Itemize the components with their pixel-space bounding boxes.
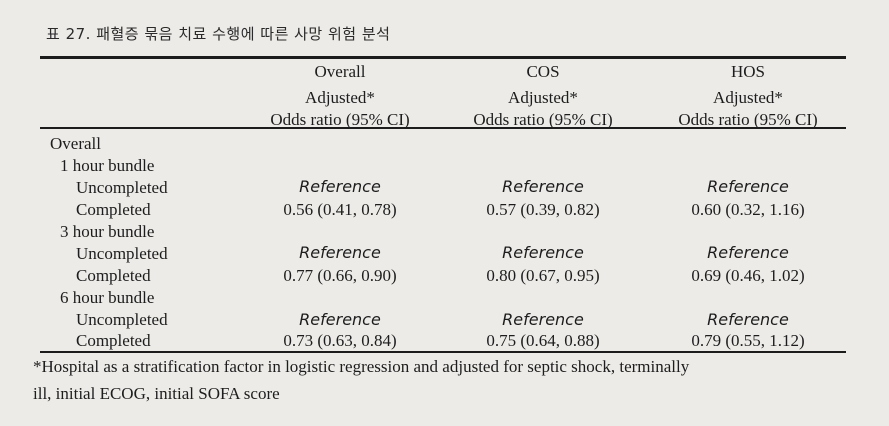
- bottom-rule: [40, 351, 846, 353]
- footnote-line-1: *Hospital as a stratification factor in …: [33, 357, 690, 376]
- cell-3h-uncompleted-overall: Reference: [299, 243, 381, 262]
- row-label-1h-uncompleted: Uncompleted: [76, 178, 168, 197]
- cell-1h-uncompleted-overall: Reference: [299, 177, 381, 196]
- header-cos-or: Odds ratio (95% CI): [473, 110, 613, 129]
- header-overall-or: Odds ratio (95% CI): [270, 110, 410, 129]
- cell-1h-completed-hos: 0.60 (0.32, 1.16): [691, 200, 805, 219]
- header-hos-or: Odds ratio (95% CI): [678, 110, 818, 129]
- header-hos-group: HOS: [730, 62, 765, 81]
- header-cos-adjusted: Adjusted*: [508, 88, 578, 107]
- cell-6h-uncompleted-cos: Reference: [502, 310, 584, 329]
- cell-3h-completed-cos: 0.80 (0.67, 0.95): [486, 266, 600, 285]
- cell-1h-completed-overall: 0.56 (0.41, 0.78): [283, 200, 397, 219]
- cell-3h-uncompleted-cos: Reference: [502, 243, 584, 262]
- cell-1h-uncompleted-cos: Reference: [502, 177, 584, 196]
- cell-1h-uncompleted-hos: Reference: [707, 177, 789, 196]
- top-rule: [40, 56, 846, 59]
- row-label-overall: Overall: [50, 134, 101, 153]
- cell-6h-uncompleted-overall: Reference: [299, 310, 381, 329]
- cell-3h-completed-hos: 0.69 (0.46, 1.02): [691, 266, 805, 285]
- row-label-3h-bundle: 3 hour bundle: [60, 222, 155, 241]
- footnote-line-2: ill, initial ECOG, initial SOFA score: [33, 384, 280, 403]
- row-label-1h-completed: Completed: [76, 200, 151, 219]
- header-overall-group: Overall: [314, 62, 366, 81]
- row-label-6h-bundle: 6 hour bundle: [60, 288, 155, 307]
- row-label-3h-completed: Completed: [76, 266, 151, 285]
- header-hos-adjusted: Adjusted*: [713, 88, 783, 107]
- table-caption: 표 27. 패혈증 묶음 치료 수행에 따른 사망 위험 분석: [46, 25, 391, 43]
- row-label-6h-uncompleted: Uncompleted: [76, 310, 168, 329]
- header-overall-adjusted: Adjusted*: [305, 88, 375, 107]
- cell-1h-completed-cos: 0.57 (0.39, 0.82): [486, 200, 600, 219]
- header-cos-group: COS: [526, 62, 560, 81]
- cell-6h-completed-cos: 0.75 (0.64, 0.88): [486, 331, 600, 350]
- row-label-1h-bundle: 1 hour bundle: [60, 156, 155, 175]
- header-rule: [40, 127, 846, 129]
- cell-6h-uncompleted-hos: Reference: [707, 310, 789, 329]
- cell-6h-completed-overall: 0.73 (0.63, 0.84): [283, 331, 397, 350]
- row-label-6h-completed: Completed: [76, 331, 151, 350]
- cell-3h-completed-overall: 0.77 (0.66, 0.90): [283, 266, 397, 285]
- cell-6h-completed-hos: 0.79 (0.55, 1.12): [691, 331, 805, 350]
- row-label-3h-uncompleted: Uncompleted: [76, 244, 168, 263]
- cell-3h-uncompleted-hos: Reference: [707, 243, 789, 262]
